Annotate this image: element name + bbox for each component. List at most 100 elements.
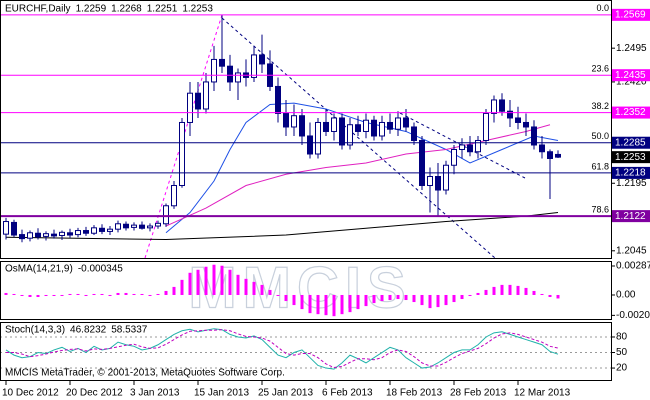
- header-low: 1.2251: [147, 4, 178, 15]
- candle-body: [387, 121, 393, 130]
- candle-body: [259, 54, 265, 65]
- candle-body: [219, 58, 225, 67]
- osma-bar: [364, 294, 368, 307]
- y-tick-label: 0.002875: [616, 261, 650, 272]
- y-tick-label: 1.2045: [616, 245, 647, 256]
- osma-bar: [132, 293, 136, 295]
- osma-bar: [316, 294, 320, 315]
- candle-body: [75, 230, 81, 236]
- candle-body: [315, 121, 321, 155]
- osma-bar: [380, 294, 384, 302]
- candle-body: [339, 117, 345, 146]
- indicator-title: Stoch(14,3,3): [5, 325, 65, 336]
- header-open: 1.2259: [76, 4, 107, 15]
- stoch-panel-frame: [0, 322, 612, 381]
- candle-body: [371, 119, 377, 137]
- candle-body: [3, 221, 9, 235]
- osma-bar: [76, 293, 80, 295]
- osma-bar: [516, 285, 520, 295]
- candle-body: [451, 148, 457, 166]
- osma-bar: [284, 294, 288, 302]
- osma-bar: [140, 293, 144, 295]
- y-tick-label: -0.00202: [616, 310, 650, 321]
- trend-line: [221, 17, 496, 259]
- osma-bar: [228, 269, 232, 295]
- x-tick-label: 25 Jan 2013: [258, 388, 313, 399]
- moving-average: [165, 124, 551, 227]
- candle-body: [403, 117, 409, 128]
- candle-body: [531, 126, 537, 146]
- indicator-value: -0.000345: [78, 264, 123, 275]
- x-tick-label: 18 Feb 2013: [386, 388, 443, 399]
- indicator-value: 46.8232: [70, 325, 107, 336]
- osma-bar: [148, 294, 152, 296]
- osma-bar: [524, 287, 528, 295]
- x-tick-label: 15 Jan 2013: [194, 388, 249, 399]
- osma-bar: [372, 294, 376, 304]
- x-tick-label: 28 Feb 2013: [450, 388, 507, 399]
- osma-bar: [548, 294, 552, 298]
- osma-bar: [300, 294, 304, 310]
- candle-body: [459, 144, 465, 150]
- candle-body: [131, 224, 137, 228]
- chart-title: EURCHF,Daily: [5, 4, 71, 15]
- x-tick-label: 3 Jan 2013: [130, 388, 180, 399]
- header-close: 1.2253: [182, 4, 213, 15]
- osma-bar: [92, 293, 96, 295]
- osma-bar: [260, 284, 264, 295]
- osma-bar: [212, 264, 216, 295]
- y-tick-label: 20: [616, 363, 628, 374]
- stoch-line: [6, 329, 559, 369]
- osma-bar: [204, 266, 208, 295]
- price-box: [612, 210, 650, 223]
- fib-level-label: 38.2: [591, 101, 609, 111]
- osma-bar: [324, 294, 328, 316]
- price-box: [612, 8, 650, 21]
- candle-body: [139, 224, 145, 229]
- price-box-label: 1.2218: [615, 168, 646, 179]
- candle-body: [467, 144, 473, 153]
- candle-body: [379, 121, 385, 137]
- osma-bar: [556, 294, 560, 299]
- candle-body: [507, 110, 513, 119]
- osma-bar: [4, 292, 8, 295]
- osma-bar: [508, 284, 512, 295]
- osma-bar: [52, 294, 56, 296]
- x-tick-label: 20 Dec 2012: [66, 388, 123, 399]
- price-box-label: 1.2352: [615, 107, 646, 118]
- x-tick-label: 10 Dec 2012: [2, 388, 59, 399]
- osma-bar: [412, 294, 416, 303]
- y-tick-label: 50: [616, 347, 628, 358]
- y-tick-label: 0.00: [616, 290, 636, 301]
- price-box: [612, 136, 650, 149]
- osma-bar: [404, 294, 408, 301]
- candle-body: [515, 117, 521, 123]
- candle-body: [11, 221, 17, 236]
- indicator-value: 58.5337: [111, 325, 148, 336]
- candle-body: [235, 72, 241, 83]
- candle-body: [499, 99, 505, 112]
- fib-level-label: 50.0: [591, 131, 609, 141]
- candle-body: [483, 112, 489, 141]
- x-tick-label: 6 Feb 2013: [322, 388, 373, 399]
- price-box: [612, 69, 650, 82]
- osma-bar: [268, 289, 272, 295]
- price-box-label: 1.2285: [615, 137, 646, 148]
- moving-average: [165, 102, 559, 234]
- candle-body: [275, 85, 281, 114]
- candle-body: [163, 205, 169, 225]
- candle-body: [155, 222, 161, 227]
- osma-bar: [428, 294, 432, 309]
- osma-bar: [388, 294, 392, 301]
- candle-body: [51, 233, 57, 237]
- osma-bar: [532, 290, 536, 295]
- candle-body: [419, 139, 425, 187]
- candle-body: [523, 121, 529, 128]
- price-box-label: 1.2569: [615, 9, 646, 20]
- osma-bar: [420, 294, 424, 306]
- osma-bar: [452, 294, 456, 303]
- candle-body: [475, 139, 481, 153]
- osma-bar: [492, 286, 496, 295]
- osma-bar: [236, 274, 240, 295]
- osma-bar: [164, 290, 168, 295]
